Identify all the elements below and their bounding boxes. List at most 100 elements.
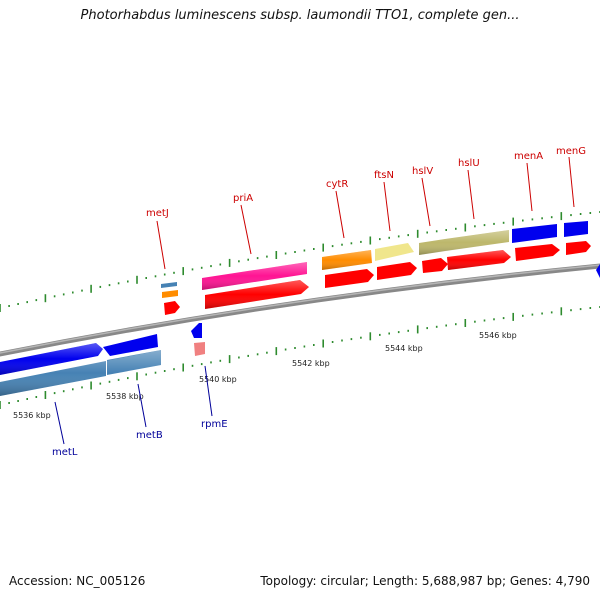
- inner-ring-tick: [360, 336, 362, 339]
- inner-ring-tick: [350, 338, 353, 341]
- cds-arrow-hslV[interactable]: [422, 258, 448, 273]
- map-title: Photorhabdus luminescens subsp. laumondi…: [80, 8, 520, 23]
- outer-ring-tick: [416, 229, 419, 238]
- outer-ring-tick: [266, 255, 268, 258]
- outer-ring-tick: [200, 266, 203, 269]
- outer-ring-tick: [322, 243, 324, 252]
- reverse-gene-track: [0, 264, 600, 396]
- outer-ring-tick: [117, 282, 120, 285]
- inner-ring-tick: [182, 363, 184, 372]
- inner-ring-tick: [426, 327, 428, 330]
- inner-ring-tick: [145, 373, 147, 376]
- gene-block-rpmE[interactable]: [194, 342, 205, 356]
- gene-arrow-ftsN[interactable]: [375, 243, 414, 261]
- outer-ring-tick: [191, 268, 194, 271]
- outer-ring-tick: [173, 271, 175, 274]
- inner-ring-tick: [407, 329, 409, 332]
- forward-gene-track: [161, 221, 588, 298]
- gene-arrow-menA[interactable]: [512, 224, 557, 243]
- cds-arrow-menG[interactable]: [566, 241, 591, 255]
- gene-label-ftsN[interactable]: ftsN: [374, 170, 394, 181]
- scale-label-5544: 5544 kbp: [385, 344, 423, 353]
- outer-ring-tick: [589, 212, 592, 214]
- inner-ring-tick: [53, 392, 56, 395]
- inner-ring-tick: [455, 323, 457, 326]
- gene-label-menA[interactable]: menA: [514, 151, 543, 162]
- gene-label-menG[interactable]: menG: [556, 146, 586, 157]
- inner-ring-tick: [154, 371, 157, 374]
- inner-ring-tick: [35, 396, 38, 398]
- inner-ring-tick: [379, 333, 381, 336]
- inner-ring-tick: [0, 401, 1, 409]
- inner-ring-tick: [579, 308, 582, 311]
- accession-text: Accession: NC_005126: [9, 574, 146, 588]
- outer-ring-tick: [483, 224, 486, 227]
- gene-label-metJ[interactable]: metJ: [146, 208, 169, 219]
- cds-arrow-ftsN[interactable]: [377, 262, 417, 280]
- outer-ring-tick: [303, 249, 306, 252]
- inner-ring-tick: [8, 402, 10, 404]
- gene-label-hslV[interactable]: hslV: [412, 166, 433, 177]
- cds-arrow-menA[interactable]: [515, 244, 560, 261]
- gene-label-cytR[interactable]: cytR: [326, 179, 348, 190]
- inner-ring-tick: [238, 356, 240, 359]
- inner-ring-tick: [136, 372, 138, 381]
- gene-label-priA[interactable]: priA: [233, 193, 253, 204]
- outer-ring-tick: [397, 235, 400, 238]
- gene-arrow-rpmE-a[interactable]: [191, 323, 202, 338]
- inner-ring-tick: [331, 341, 334, 343]
- gene-label-rpmE[interactable]: rpmE: [201, 419, 228, 430]
- outer-ring-tick: [331, 245, 334, 248]
- gene-arrow-reverse-edge[interactable]: [596, 264, 600, 278]
- outer-ring-tick: [522, 219, 524, 222]
- outer-ring-tick: [90, 284, 92, 293]
- cds-arrow-metJ[interactable]: [164, 301, 180, 315]
- inner-ring-tick: [191, 364, 194, 367]
- gene-arrow-menG[interactable]: [564, 221, 588, 237]
- inner-tick-ring: [0, 306, 600, 409]
- gene-label-metB[interactable]: metB: [136, 430, 163, 441]
- outer-ring-tick: [426, 231, 428, 234]
- scale-label-5542: 5542 kbp: [292, 359, 330, 368]
- inner-ring-tick: [256, 353, 259, 356]
- gene-label-hslU[interactable]: hslU: [458, 158, 480, 169]
- outer-ring-tick: [219, 263, 222, 266]
- outer-ring-tick: [108, 284, 111, 287]
- inner-ring-tick: [313, 344, 315, 346]
- inner-ring-tick: [589, 307, 592, 309]
- inner-ring-tick: [127, 377, 129, 380]
- inner-ring-tick: [44, 391, 47, 399]
- inner-ring-tick: [62, 390, 65, 393]
- inner-ring-tick: [200, 363, 203, 366]
- outer-ring-tick: [369, 236, 372, 245]
- scale-label-5538: 5538 kbp: [106, 392, 144, 401]
- inner-ring-tick: [341, 339, 343, 342]
- scale-labels: 5536 kbp 5538 kbp 5540 kbp 5542 kbp 5544…: [13, 331, 517, 420]
- outer-ring-tick: [53, 295, 56, 298]
- outer-ring-tick: [464, 223, 467, 232]
- outer-ring-tick: [502, 221, 505, 224]
- forward-gene-labels: metJ priA cytR ftsN hslV hslU menA menG: [146, 146, 586, 270]
- gene-arrow-metJ-a[interactable]: [161, 282, 177, 288]
- outer-ring-tick: [17, 303, 19, 305]
- inner-ring-tick: [303, 345, 306, 348]
- gene-label-metL[interactable]: metL: [52, 447, 78, 458]
- inner-ring-tick: [228, 355, 231, 364]
- outer-ring-tick: [445, 229, 447, 231]
- outer-ring-tick: [35, 299, 38, 302]
- outer-ring-tick: [154, 275, 157, 278]
- gene-arrow-metJ-b[interactable]: [162, 290, 178, 298]
- inner-ring-tick: [284, 348, 287, 351]
- inner-ring-tick: [502, 317, 505, 320]
- outer-ring-tick: [541, 217, 543, 220]
- scale-label-5536: 5536 kbp: [13, 411, 51, 420]
- inner-ring-tick: [493, 318, 495, 321]
- cds-arrow-cytR[interactable]: [325, 269, 374, 288]
- outer-ring-tick: [81, 289, 83, 292]
- inner-ring-tick: [570, 309, 572, 312]
- outer-ring-tick: [550, 216, 553, 219]
- inner-ring-tick: [99, 382, 102, 385]
- gene-arrow-metB-a[interactable]: [103, 334, 158, 356]
- outer-ring-tick: [531, 218, 534, 221]
- outer-ring-tick: [247, 258, 249, 261]
